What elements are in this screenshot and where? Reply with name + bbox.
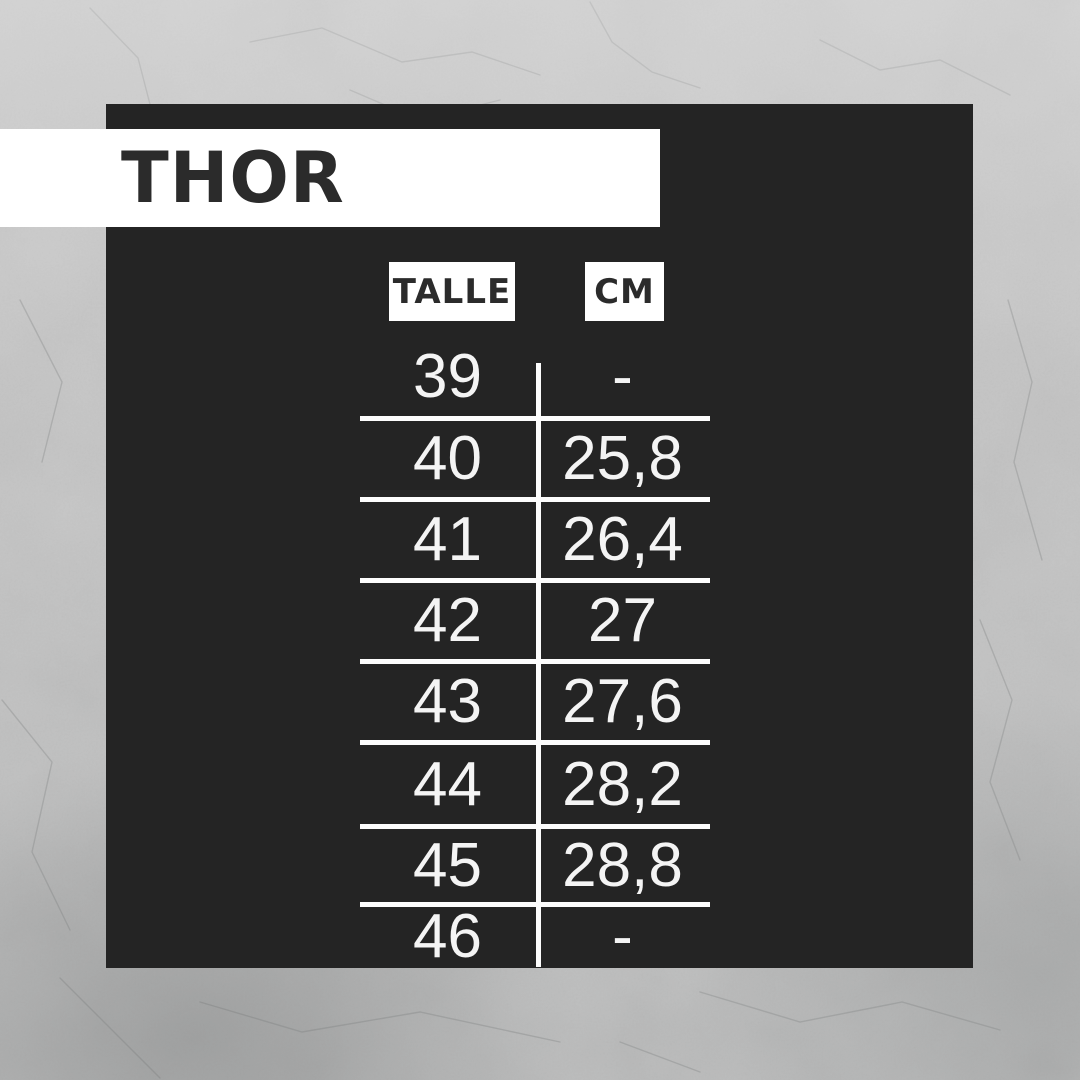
table-row: 45 28,8	[360, 829, 710, 902]
column-header-cm: CM	[585, 262, 664, 321]
column-header-talle-label: TALLE	[392, 271, 512, 312]
cell-size: 40	[413, 424, 482, 493]
row-divider	[360, 497, 710, 502]
cell-size: 45	[413, 830, 482, 900]
table-vertical-divider	[536, 363, 541, 967]
title-band: THOR	[0, 129, 660, 227]
cell-cm: 27	[588, 586, 657, 655]
row-divider	[360, 740, 710, 745]
row-divider	[360, 824, 710, 829]
cell-size: 42	[413, 586, 482, 655]
cell-cm: -	[612, 341, 633, 411]
table-row: 44 28,2	[360, 745, 710, 824]
cell-size: 43	[413, 667, 482, 736]
table-row: 46 -	[360, 902, 710, 971]
table-row: 43 27,6	[360, 664, 710, 740]
cell-cm: 28,8	[562, 830, 683, 900]
column-header-talle: TALLE	[389, 262, 515, 321]
cell-size: 44	[413, 749, 482, 819]
cell-cm: 26,4	[562, 505, 683, 574]
column-header-cm-label: CM	[594, 271, 655, 312]
cell-cm: 28,2	[562, 749, 683, 819]
page-title: THOR	[121, 137, 345, 219]
table-row: 42 27	[360, 583, 710, 659]
cell-size: 39	[413, 341, 482, 411]
cell-cm: 25,8	[562, 424, 683, 493]
table-row: 40 25,8	[360, 421, 710, 497]
cell-size: 46	[413, 902, 482, 971]
table-row: 39 -	[360, 337, 710, 416]
cell-size: 41	[413, 505, 482, 574]
cell-cm: 27,6	[562, 667, 683, 736]
row-divider	[360, 659, 710, 664]
row-divider	[360, 578, 710, 583]
cell-cm: -	[612, 902, 633, 971]
row-divider	[360, 902, 710, 907]
row-divider	[360, 416, 710, 421]
crack-lines	[1, 1, 1043, 1079]
table-row: 41 26,4	[360, 502, 710, 578]
